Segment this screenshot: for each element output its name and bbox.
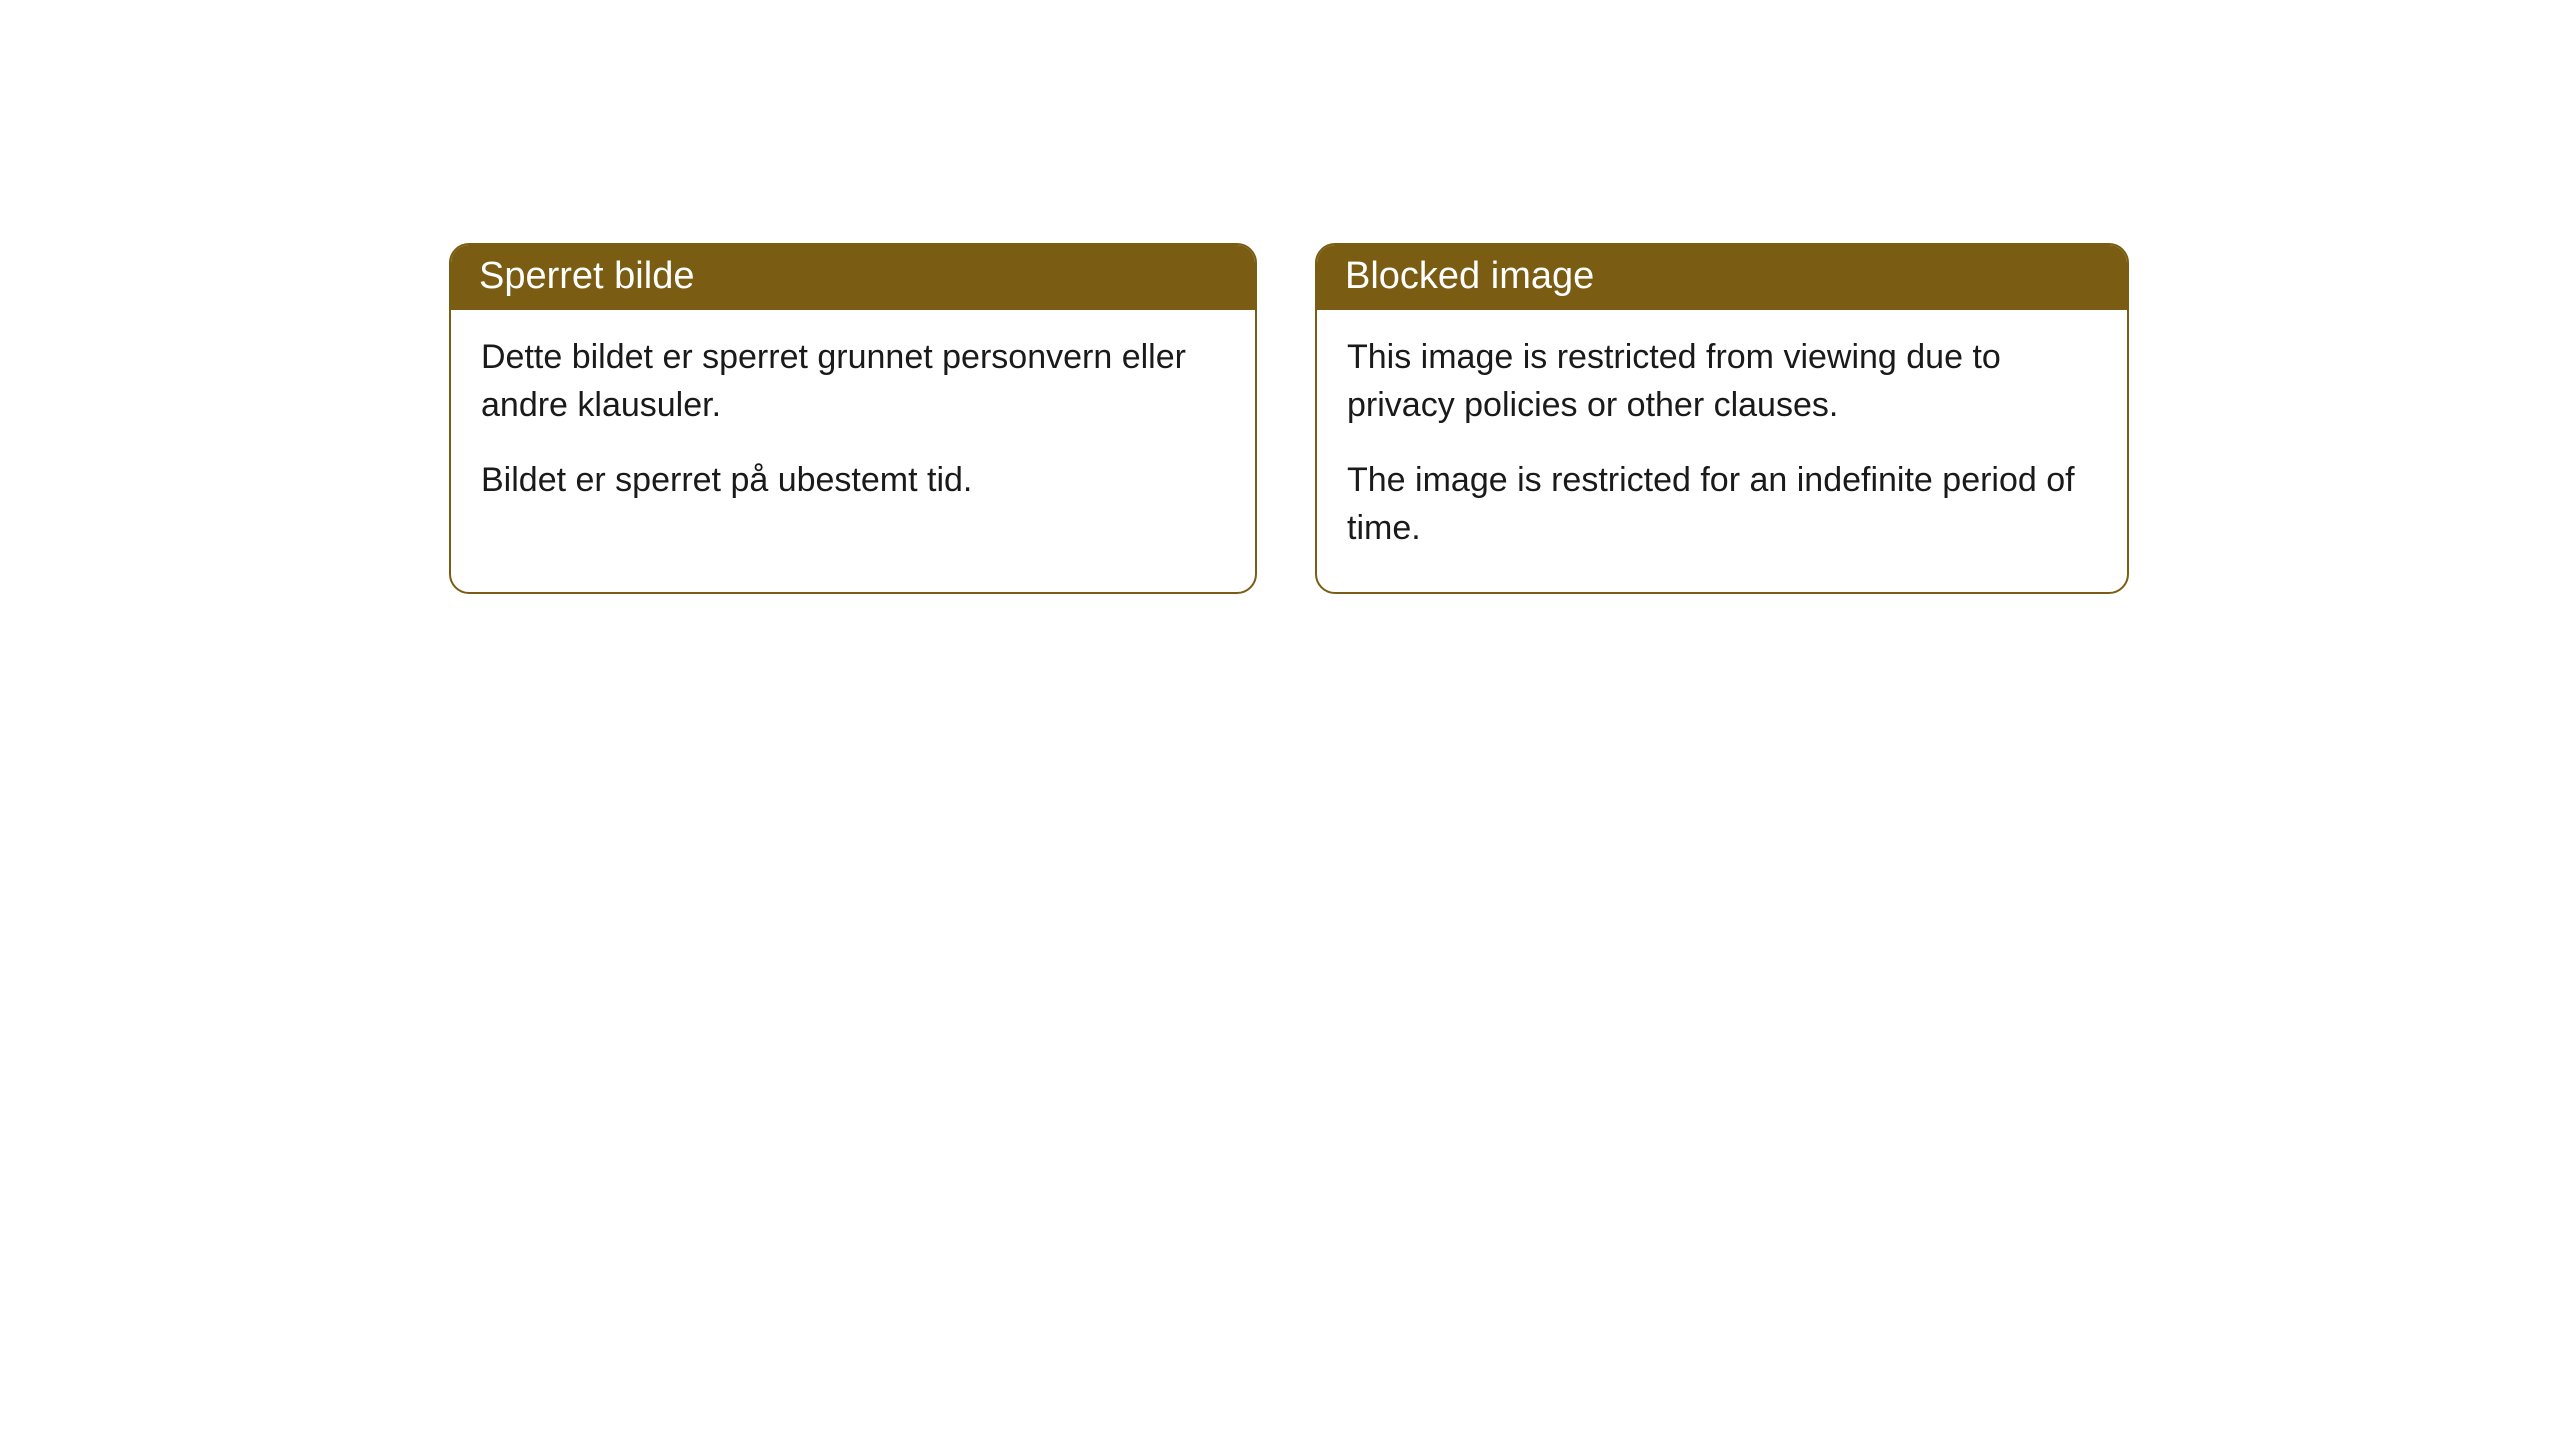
notice-cards-container: Sperret bilde Dette bildet er sperret gr…	[449, 243, 2129, 594]
card-body-norwegian: Dette bildet er sperret grunnet personve…	[451, 310, 1255, 545]
card-text-norwegian-line2: Bildet er sperret på ubestemt tid.	[481, 457, 1225, 505]
card-text-norwegian-line1: Dette bildet er sperret grunnet personve…	[481, 334, 1225, 429]
card-header-english: Blocked image	[1317, 245, 2127, 310]
card-text-english-line1: This image is restricted from viewing du…	[1347, 334, 2097, 429]
card-title-norwegian: Sperret bilde	[479, 255, 694, 297]
card-header-norwegian: Sperret bilde	[451, 245, 1255, 310]
blocked-image-card-norwegian: Sperret bilde Dette bildet er sperret gr…	[449, 243, 1257, 594]
card-text-english-line2: The image is restricted for an indefinit…	[1347, 457, 2097, 552]
card-body-english: This image is restricted from viewing du…	[1317, 310, 2127, 592]
blocked-image-card-english: Blocked image This image is restricted f…	[1315, 243, 2129, 594]
card-title-english: Blocked image	[1345, 255, 1594, 297]
